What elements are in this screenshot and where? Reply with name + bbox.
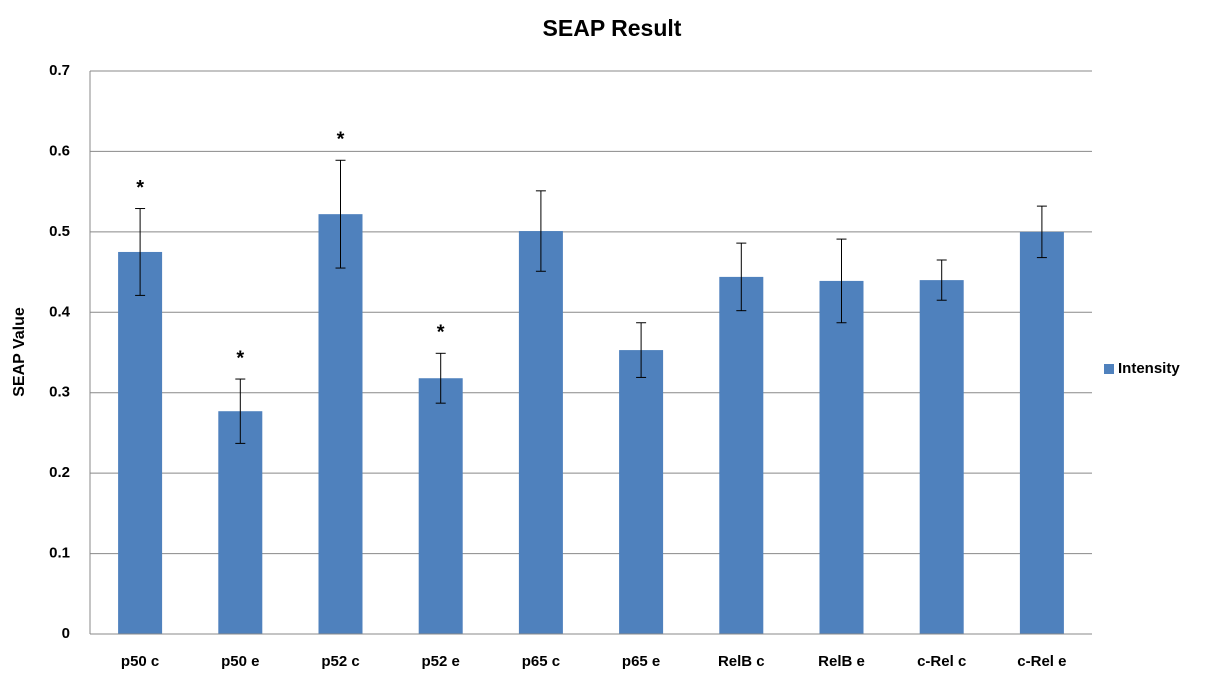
x-tick-label: p50 e [221,653,259,670]
bar [819,280,864,634]
annotation: * [337,129,345,151]
error-bar [936,259,947,301]
bar [719,276,764,634]
error-bar [135,208,146,296]
x-tick-label: RelB c [718,653,765,670]
error-bar [435,352,446,404]
bar [919,280,964,634]
annotation: * [437,322,445,344]
bar [518,231,563,634]
bar [118,251,163,634]
x-tick-label: p50 c [121,653,159,670]
x-tick-label: c-Rel c [917,653,966,670]
bar [619,350,664,634]
legend-swatch [1104,364,1114,374]
y-tick-label: 0.2 [49,464,70,481]
error-bar [335,159,346,269]
x-tick-label: p65 e [622,653,660,670]
error-bar [535,190,546,272]
annotation: * [236,347,244,369]
y-tick-label: 0.4 [49,303,71,320]
y-tick-label: 0.7 [49,62,70,79]
chart-title: SEAP Result [543,15,682,41]
error-bar [836,238,847,324]
x-tick-label: p52 e [422,653,460,670]
annotation: * [136,177,144,199]
error-bar [1036,205,1047,259]
y-tick-label: 0.3 [49,384,70,401]
bar [218,411,263,634]
bar [318,214,363,635]
y-tick-label: 0.1 [49,545,70,562]
y-tick-label: 0 [62,625,70,642]
legend-label: Intensity [1118,360,1180,377]
bar [1019,231,1064,634]
y-tick-label: 0.6 [49,142,70,159]
bar [418,378,463,634]
x-tick-label: c-Rel e [1017,653,1066,670]
y-tick-label: 0.5 [49,223,70,240]
x-tick-label: p65 c [522,653,560,670]
x-tick-label: p52 c [321,653,359,670]
error-bar [636,322,647,378]
error-bar [736,242,747,312]
y-axis-label: SEAP Value [11,307,28,397]
x-tick-label: RelB e [818,653,865,670]
error-bar [235,378,246,444]
